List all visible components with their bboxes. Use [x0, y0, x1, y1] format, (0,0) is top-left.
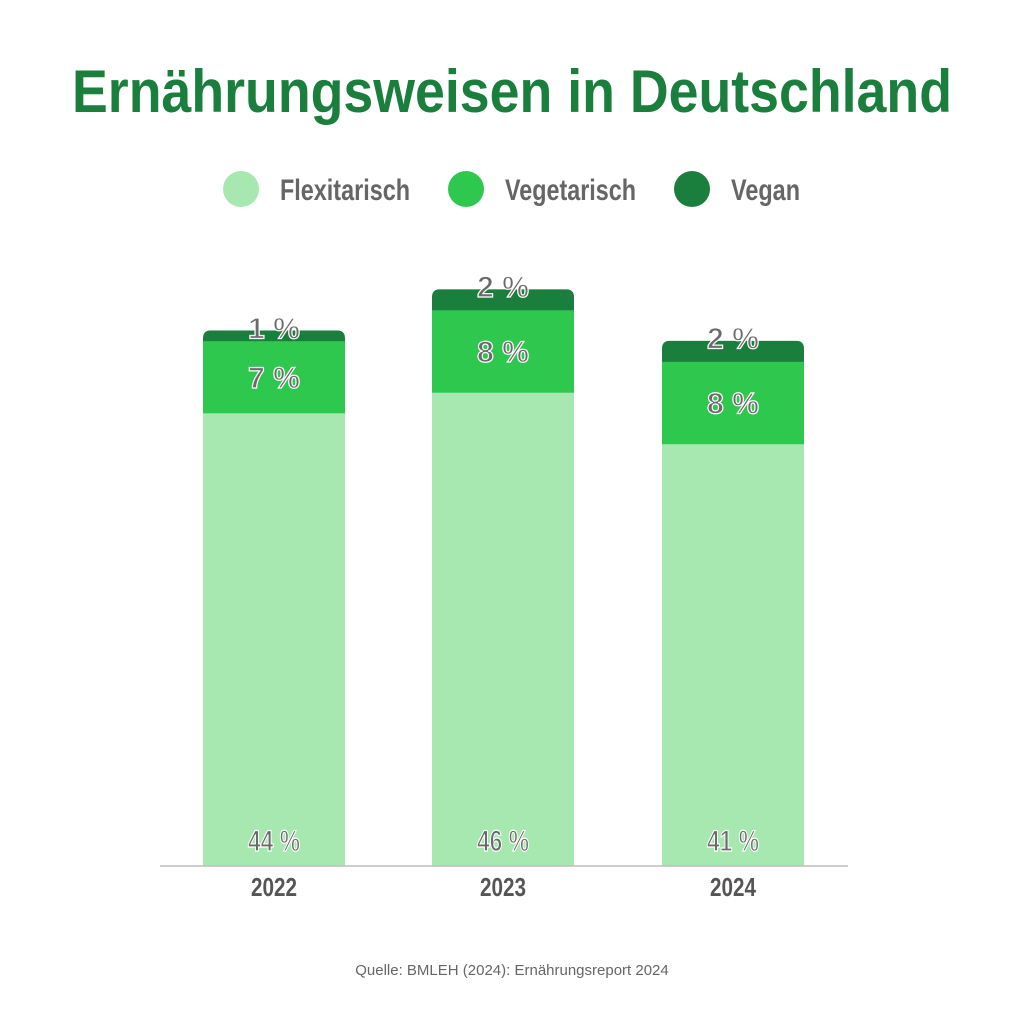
x-tick-2022: 2022	[251, 872, 297, 902]
data-label-flexitarisch-2022: 44 %	[248, 825, 300, 858]
legend-swatch-vegan	[674, 171, 710, 207]
data-label-vegan-2023: 2 %	[477, 271, 529, 304]
data-label-vegetarisch-2023: 8 %	[477, 336, 529, 369]
x-axis-ticks: 2022 2023 2024	[251, 872, 756, 902]
data-label-vegetarisch-2024: 8 %	[707, 388, 759, 421]
data-label-flexitarisch-2024: 41 %	[707, 825, 759, 858]
legend-label-flexitarisch: Flexitarisch	[280, 174, 410, 207]
bar-flexitarisch-2023	[432, 392, 574, 866]
data-label-vegan-2024: 2 %	[707, 323, 759, 356]
legend-swatch-flexitarisch	[223, 171, 259, 207]
bar-flexitarisch-2024	[662, 443, 804, 866]
source-note: Quelle: BMLEH (2024): Ernährungsreport 2…	[355, 962, 669, 979]
x-tick-2023: 2023	[480, 872, 526, 902]
data-label-vegetarisch-2022: 7 %	[248, 362, 300, 395]
x-tick-2024: 2024	[710, 872, 756, 902]
bar-stack-2023	[432, 289, 574, 866]
bar-flexitarisch-2022	[203, 412, 345, 866]
legend-label-vegan: Vegan	[731, 174, 800, 207]
bar-vegan-2022	[203, 330, 345, 342]
bars: 44 % 7 % 1 % 46 % 8 % 2 % 41 % 8 % 2 %	[203, 271, 804, 866]
legend-swatch-vegetarisch	[448, 171, 484, 207]
bar-vegan-2023	[432, 289, 574, 311]
bar-vegetarisch-2024	[662, 361, 804, 445]
data-label-vegan-2022: 1 %	[248, 312, 300, 345]
bar-stack-2022	[203, 330, 345, 866]
data-label-flexitarisch-2023: 46 %	[477, 825, 529, 858]
legend-label-vegetarisch: Vegetarisch	[505, 174, 636, 207]
bar-vegan-2024	[662, 340, 804, 362]
bar-stack-2024	[662, 340, 804, 866]
chart-title: Ernährungsweisen in Deutschland	[72, 58, 952, 125]
bar-vegetarisch-2023	[432, 309, 574, 393]
bar-vegetarisch-2022	[203, 340, 345, 414]
legend: Flexitarisch Vegetarisch Vegan	[223, 171, 800, 207]
